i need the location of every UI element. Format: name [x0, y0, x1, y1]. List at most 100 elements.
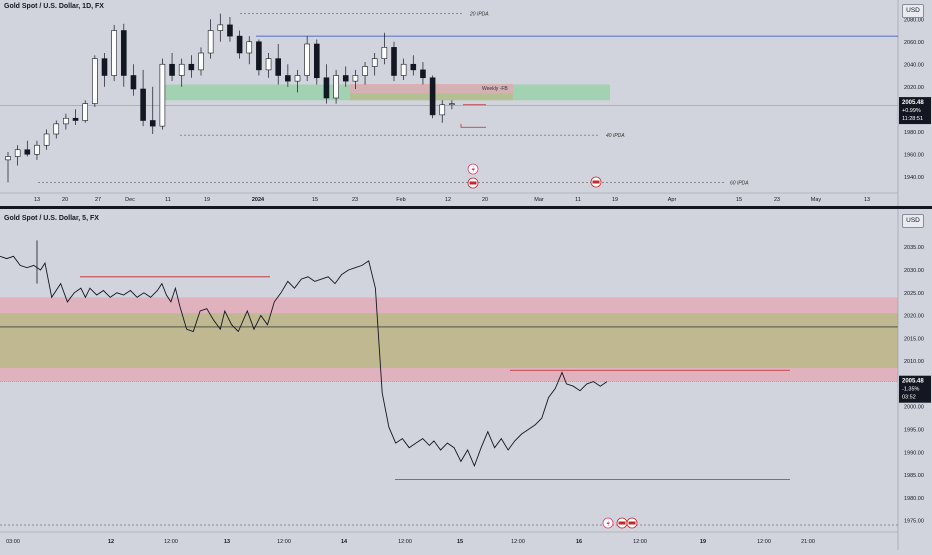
candle[interactable] [111, 24, 117, 82]
candle[interactable] [227, 17, 233, 42]
time-tick-label: 12 [445, 197, 451, 203]
candle[interactable] [323, 64, 330, 104]
candle[interactable] [121, 23, 127, 87]
candle-body [371, 58, 378, 67]
time-tick-label: Feb [396, 197, 405, 203]
candle-body [130, 75, 137, 90]
candle[interactable] [381, 32, 388, 65]
candle[interactable] [371, 53, 378, 76]
candle[interactable] [352, 69, 359, 89]
time-tick-label: 19 [612, 197, 618, 203]
candle-body [362, 66, 368, 76]
currency-button[interactable]: USD [902, 4, 924, 18]
candle[interactable] [275, 44, 282, 85]
candle-body [342, 75, 349, 82]
candle[interactable] [449, 100, 455, 110]
price-label-value: 2005.48 [902, 379, 924, 385]
candle[interactable] [410, 55, 417, 76]
candle[interactable] [149, 86, 156, 134]
us-flag-stripe [469, 181, 477, 185]
daily-candlestick-chart[interactable]: 2080.002060.002040.002020.002000.001980.… [0, 0, 932, 206]
candle[interactable] [92, 55, 98, 107]
candle[interactable] [246, 36, 253, 65]
candle[interactable] [236, 30, 243, 59]
candle[interactable] [207, 19, 214, 59]
pane-divider[interactable] [0, 206, 932, 209]
candle[interactable] [169, 53, 175, 82]
candle[interactable] [140, 69, 146, 127]
candle-body [82, 103, 88, 121]
candle[interactable] [304, 36, 310, 82]
price-tick-label: 1995.00 [904, 427, 924, 433]
weekly-fb-label: Weekly -FB [482, 86, 508, 92]
time-tick-label: 13 [34, 197, 40, 203]
candle-body [227, 24, 233, 37]
candle-body [275, 58, 282, 76]
time-tick-label: 19 [204, 197, 210, 203]
candle[interactable] [34, 140, 40, 160]
candle[interactable] [285, 64, 291, 87]
intraday-line-chart[interactable]: 2040.002035.002030.002025.002020.002015.… [0, 209, 932, 550]
candle[interactable] [391, 41, 397, 82]
price-tick-label: 2025.00 [904, 291, 924, 297]
candle[interactable] [159, 58, 166, 130]
ipda60-label: 60 IPDA [730, 180, 749, 186]
candle-body [449, 103, 455, 106]
candle-body [188, 63, 195, 71]
candle-body [439, 104, 446, 116]
candle[interactable] [53, 120, 60, 139]
candle[interactable] [429, 75, 436, 119]
time-tick-label: 23 [774, 197, 780, 203]
daily-chart-legend: Gold Spot / U.S. Dollar, 1D, FX [4, 3, 104, 10]
candle[interactable] [5, 152, 11, 183]
price-tick-label: 1940.00 [904, 175, 924, 181]
candle-body [63, 117, 69, 125]
time-tick-label: 2024 [252, 197, 265, 203]
price-line[interactable] [0, 255, 608, 468]
candle[interactable] [63, 113, 69, 130]
candle[interactable] [294, 69, 301, 93]
candle[interactable] [439, 100, 446, 123]
candle[interactable] [72, 109, 79, 125]
intraday-chart-pane[interactable]: 2040.002035.002030.002025.002020.002015.… [0, 209, 932, 550]
candle[interactable] [333, 69, 339, 104]
candle[interactable] [14, 145, 21, 166]
candle-body [92, 58, 98, 104]
price-label-box [899, 375, 931, 403]
candle-body [178, 63, 185, 76]
candle-body [294, 75, 301, 82]
candle[interactable] [198, 47, 204, 76]
price-tick-label: 2060.00 [904, 40, 924, 46]
candle[interactable] [400, 58, 407, 80]
candle[interactable] [362, 62, 368, 85]
candle-body [352, 75, 359, 82]
candle-body [410, 63, 417, 71]
red-marker [460, 123, 486, 128]
daily-chart-pane[interactable]: 2080.002060.002040.002020.002000.001980.… [0, 0, 932, 206]
time-tick-label: 23 [352, 197, 358, 203]
currency-button[interactable]: USD [902, 214, 924, 228]
candle[interactable] [313, 39, 320, 85]
candle[interactable] [82, 100, 88, 123]
candle-body [381, 47, 388, 59]
candle[interactable] [101, 53, 108, 87]
candle[interactable] [178, 58, 185, 87]
candle[interactable] [188, 55, 195, 78]
candle[interactable] [217, 13, 224, 42]
candle[interactable] [420, 62, 426, 85]
candle-body [24, 149, 31, 155]
time-tick-label: 12:00 [164, 539, 178, 545]
candle-body [14, 149, 21, 157]
candle[interactable] [43, 129, 50, 150]
price-tick-label: 1980.00 [904, 496, 924, 502]
candle[interactable] [130, 64, 137, 96]
time-tick-label: 13 [224, 539, 230, 545]
price-tick-label: 1980.00 [904, 130, 924, 136]
candle[interactable] [256, 39, 262, 76]
candle-body [159, 63, 166, 127]
time-tick-label: 20 [482, 197, 488, 203]
candle[interactable] [24, 140, 31, 157]
candle[interactable] [342, 66, 349, 87]
candle[interactable] [265, 53, 272, 78]
